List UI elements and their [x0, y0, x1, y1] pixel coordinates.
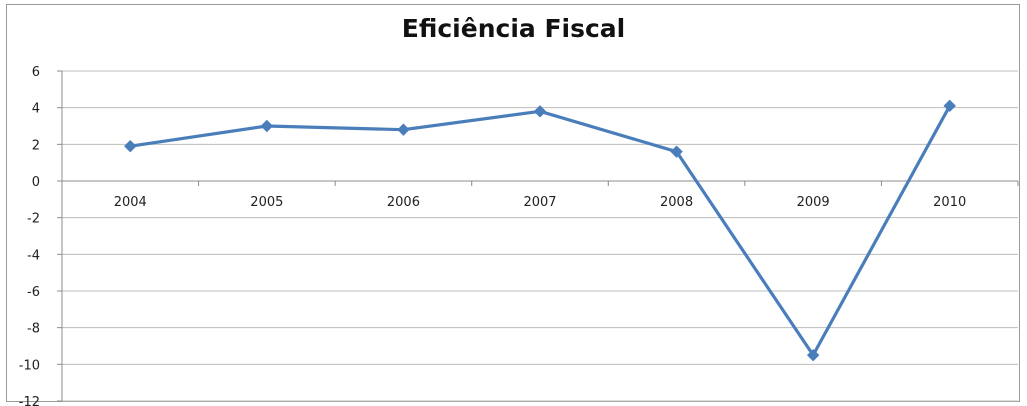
y-tick-label: -4 [27, 248, 40, 263]
data-point [943, 99, 956, 113]
x-tick-label: 2010 [933, 195, 966, 210]
y-tick-labels: 6 4 2 0 -2 -4 -6 -8 -10 -12 [19, 65, 40, 406]
chart-frame [6, 4, 1020, 402]
chart-title: Eficiência Fiscal [401, 14, 626, 43]
y-tick-label: -2 [27, 212, 40, 227]
x-tick-label: 2009 [797, 195, 830, 210]
y-tick-label: 6 [32, 65, 40, 80]
y-tick-label: -12 [19, 395, 40, 406]
y-tick-label: -6 [27, 285, 40, 300]
x-tick-label: 2006 [387, 195, 420, 210]
y-tick-label: 2 [32, 138, 40, 153]
x-tick-label: 2008 [660, 195, 693, 210]
data-point [397, 123, 410, 136]
data-point [124, 139, 137, 153]
x-tick-label: 2005 [250, 195, 283, 210]
y-tick-label: -8 [27, 322, 40, 337]
data-point [670, 145, 683, 158]
y-tick-label: 0 [32, 175, 40, 190]
axes [57, 70, 1019, 402]
gridlines [62, 70, 1018, 402]
data-point [533, 105, 547, 118]
series-line [130, 105, 952, 357]
x-tick-labels: 2004 2005 2006 2007 2008 2009 2010 [114, 195, 967, 210]
y-tick-label: 4 [32, 102, 40, 117]
data-point [260, 119, 274, 133]
x-tick-label: 2004 [114, 195, 147, 210]
x-tick-label: 2007 [523, 195, 556, 210]
series-layer [124, 99, 956, 362]
data-point [806, 348, 820, 362]
y-tick-label: -10 [19, 358, 40, 373]
